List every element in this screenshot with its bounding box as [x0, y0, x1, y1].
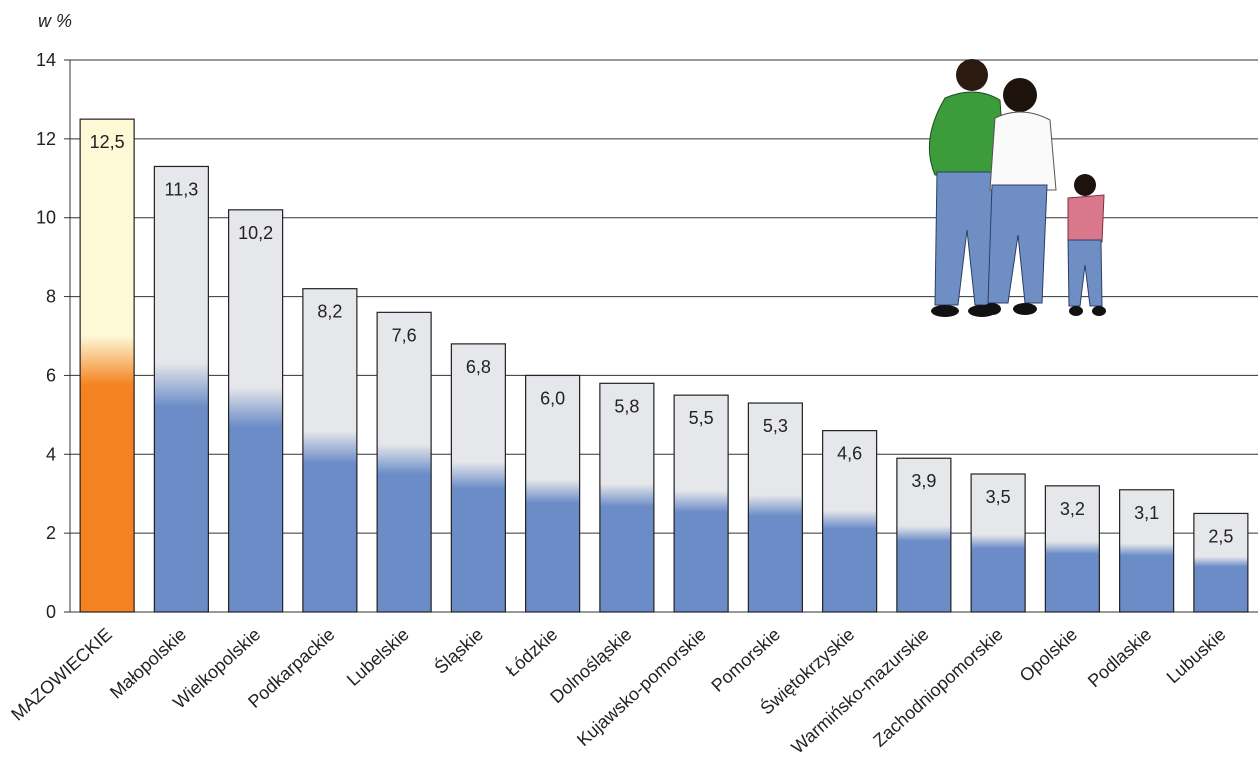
y-tick-label: 8	[46, 287, 56, 307]
x-tick-label: Opolskie	[1016, 624, 1081, 686]
family-illustration	[928, 59, 1106, 317]
bar	[673, 394, 729, 613]
value-label: 5,8	[614, 396, 639, 416]
y-tick-label: 14	[36, 50, 56, 70]
x-tick-label: MAZOWIECKIE	[7, 624, 116, 725]
x-tick-label: Pomorskie	[707, 624, 784, 696]
bar	[1193, 512, 1249, 613]
value-label: 3,5	[986, 487, 1011, 507]
y-axis-label: w %	[38, 11, 72, 31]
bar	[599, 382, 655, 613]
bar	[1044, 485, 1100, 613]
value-label: 6,0	[540, 388, 565, 408]
x-tick-label: Podlaskie	[1084, 624, 1155, 691]
bar	[302, 288, 358, 613]
x-tick-label: Kujawsko-pomorskie	[573, 624, 710, 750]
x-tick-label: Łódzkie	[502, 624, 561, 680]
y-tick-label: 12	[36, 129, 56, 149]
y-tick-label: 2	[46, 523, 56, 543]
y-tick-label: 10	[36, 208, 56, 228]
value-label: 3,2	[1060, 499, 1085, 519]
y-tick-label: 6	[46, 365, 56, 385]
bar	[970, 473, 1026, 613]
value-label: 6,8	[466, 357, 491, 377]
bar	[228, 209, 284, 613]
x-tick-label: Lubuskie	[1163, 624, 1230, 687]
value-label: 4,6	[837, 444, 862, 464]
value-label: 11,3	[165, 179, 199, 199]
x-tick-label: Zachodniopomorskie	[869, 624, 1007, 751]
bar	[747, 402, 803, 613]
value-label: 2,5	[1208, 526, 1233, 546]
value-label: 7,6	[392, 325, 417, 345]
bar	[822, 430, 878, 613]
bar	[896, 457, 952, 613]
value-label: 5,3	[763, 416, 788, 436]
value-label: 10,2	[238, 223, 273, 243]
value-label: 3,1	[1134, 503, 1159, 523]
value-label: 12,5	[90, 132, 125, 152]
bar	[79, 118, 135, 613]
y-tick-label: 4	[46, 444, 56, 464]
bar	[1119, 489, 1175, 613]
y-tick-label: 0	[46, 602, 56, 622]
value-label: 3,9	[911, 471, 936, 491]
bar	[153, 165, 209, 613]
bar	[376, 311, 432, 613]
x-tick-label: Śląskie	[430, 623, 487, 677]
bar	[525, 374, 581, 613]
value-label: 8,2	[317, 302, 342, 322]
bar	[450, 343, 506, 613]
value-label: 5,5	[689, 408, 714, 428]
x-tick-label: Lubelskie	[343, 624, 413, 690]
x-tick-label: Warmińsko-mazurskie	[787, 624, 932, 758]
